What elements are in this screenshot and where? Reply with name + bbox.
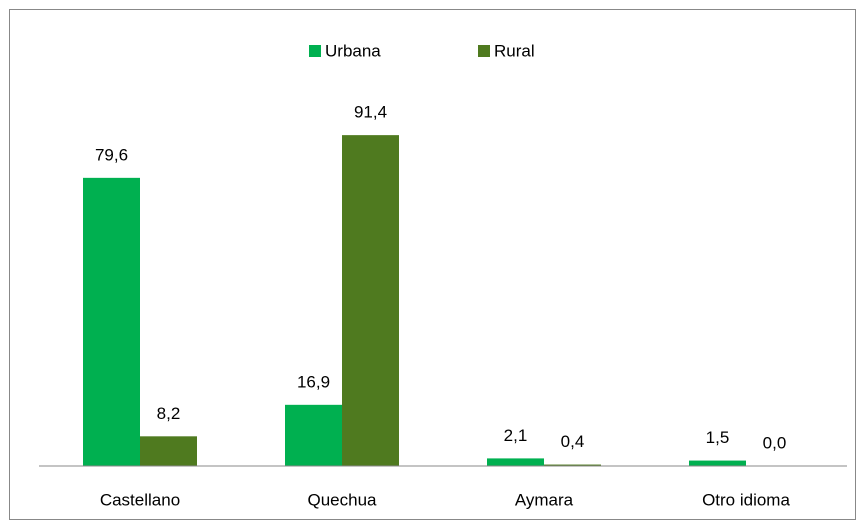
bar bbox=[544, 464, 601, 466]
value-label: 0,0 bbox=[763, 433, 787, 452]
x-tick-label: Castellano bbox=[100, 490, 180, 509]
legend-swatch bbox=[478, 45, 490, 57]
bar bbox=[83, 177, 140, 466]
value-label: 79,6 bbox=[95, 145, 128, 164]
value-label: 91,4 bbox=[354, 103, 387, 122]
x-tick-label: Otro idioma bbox=[702, 490, 790, 509]
bar bbox=[140, 436, 197, 466]
bar bbox=[689, 460, 746, 466]
legend-label: Urbana bbox=[325, 41, 381, 60]
value-label: 0,4 bbox=[561, 432, 585, 451]
value-label: 8,2 bbox=[157, 404, 181, 423]
legend-label: Rural bbox=[494, 41, 535, 60]
bar bbox=[487, 458, 544, 466]
x-tick-label: Quechua bbox=[308, 490, 378, 509]
value-label: 16,9 bbox=[297, 372, 330, 391]
value-label: 2,1 bbox=[504, 426, 528, 445]
value-label: 1,5 bbox=[706, 428, 730, 447]
bar bbox=[285, 404, 342, 466]
legend-swatch bbox=[309, 45, 321, 57]
bar bbox=[342, 135, 399, 466]
chart-border bbox=[9, 9, 856, 520]
x-tick-label: Aymara bbox=[515, 490, 574, 509]
